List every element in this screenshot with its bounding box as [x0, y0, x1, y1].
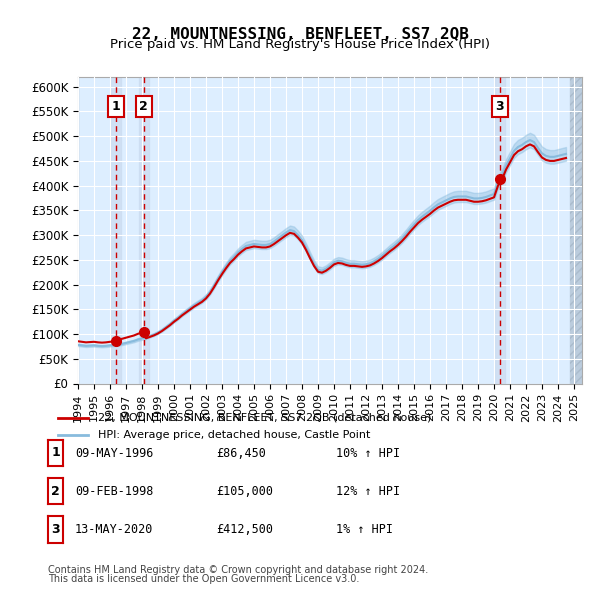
Text: 12% ↑ HPI: 12% ↑ HPI	[336, 485, 400, 498]
Text: 3: 3	[51, 523, 60, 536]
Text: HPI: Average price, detached house, Castle Point: HPI: Average price, detached house, Cast…	[98, 430, 371, 440]
Text: £412,500: £412,500	[216, 523, 273, 536]
Text: £105,000: £105,000	[216, 485, 273, 498]
Text: 3: 3	[496, 100, 504, 113]
Bar	[111, 77, 121, 384]
Text: £86,450: £86,450	[216, 447, 266, 460]
Text: 10% ↑ HPI: 10% ↑ HPI	[336, 447, 400, 460]
Text: Price paid vs. HM Land Registry's House Price Index (HPI): Price paid vs. HM Land Registry's House …	[110, 38, 490, 51]
Text: 1: 1	[112, 100, 120, 113]
Text: 09-MAY-1996: 09-MAY-1996	[75, 447, 154, 460]
Text: 09-FEB-1998: 09-FEB-1998	[75, 485, 154, 498]
Bar	[139, 77, 149, 384]
Text: Contains HM Land Registry data © Crown copyright and database right 2024.: Contains HM Land Registry data © Crown c…	[48, 565, 428, 575]
Bar	[570, 77, 582, 384]
Text: 1% ↑ HPI: 1% ↑ HPI	[336, 523, 393, 536]
Bar	[495, 77, 505, 384]
Text: 2: 2	[139, 100, 148, 113]
Text: 1: 1	[51, 446, 60, 460]
Text: 22, MOUNTNESSING, BENFLEET, SS7 2QB (detached house): 22, MOUNTNESSING, BENFLEET, SS7 2QB (det…	[98, 413, 432, 423]
Text: This data is licensed under the Open Government Licence v3.0.: This data is licensed under the Open Gov…	[48, 574, 359, 584]
Text: 2: 2	[51, 484, 60, 498]
Text: 22, MOUNTNESSING, BENFLEET, SS7 2QB: 22, MOUNTNESSING, BENFLEET, SS7 2QB	[131, 27, 469, 41]
Bar	[570, 77, 582, 384]
Text: 13-MAY-2020: 13-MAY-2020	[75, 523, 154, 536]
